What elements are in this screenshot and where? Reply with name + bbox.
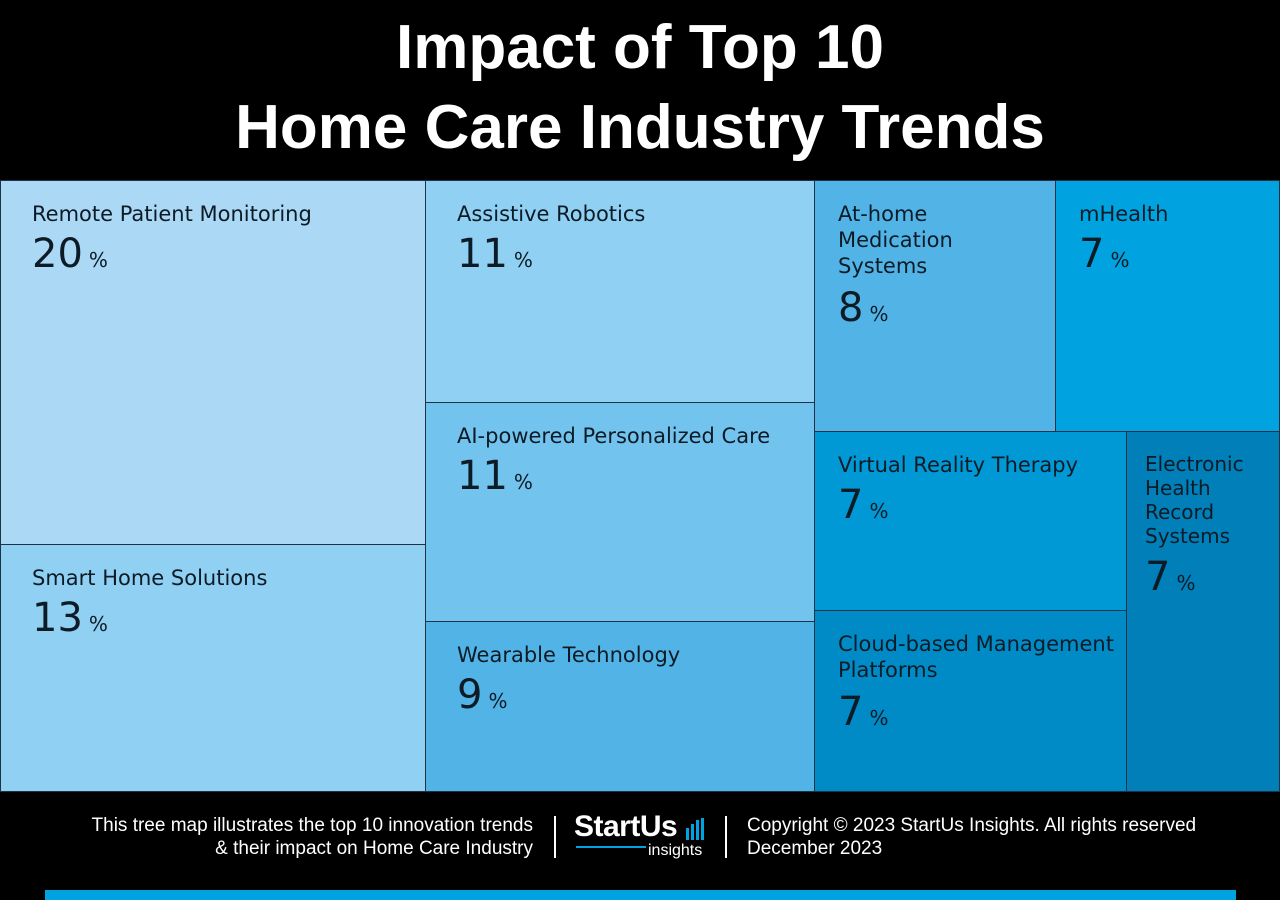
tile-value-unit: % [869, 499, 889, 523]
tile-label: Wearable Technology [457, 643, 681, 667]
treemap-tile-assistive-robotics: Assistive Robotics 11% [425, 180, 815, 403]
tile-value-number: 7 [1079, 231, 1105, 277]
tile-value-number: 7 [838, 482, 864, 528]
tile-value: 11% [457, 453, 533, 505]
logo-brand: StartUs [574, 810, 678, 843]
tile-value: 8% [838, 285, 888, 337]
copyright-text: Copyright © 2023 StartUs Insights. All r… [747, 815, 1197, 836]
tile-value-unit: % [1176, 571, 1196, 595]
tile-label: At-home Medication Systems [838, 202, 953, 278]
logo-sub: insights [648, 842, 703, 859]
tile-label: Electronic Health Record Systems [1145, 452, 1244, 548]
tile-value-number: 13 [32, 595, 83, 641]
tile-value: 20% [32, 231, 108, 283]
treemap-tile-ai-powered-personalized-care: AI-powered Personalized Care 11% [425, 402, 815, 623]
treemap-tile-remote-patient-monitoring: Remote Patient Monitoring 20% [0, 180, 426, 545]
footer: This tree map illustrates the top 10 inn… [0, 800, 1280, 900]
date-text: December 2023 [747, 838, 883, 859]
treemap-tile-mhealth: mHealth 7% [1055, 180, 1280, 432]
footer-description: This tree map illustrates the top 10 inn… [92, 814, 533, 860]
tile-value-unit: % [88, 612, 108, 636]
tile-value: 13% [32, 595, 108, 647]
tile-label: Virtual Reality Therapy [838, 453, 1079, 477]
startus-insights-logo: StartUs insights [574, 812, 714, 862]
tile-value: 7% [838, 482, 888, 534]
tile-value: 9% [457, 672, 507, 724]
tile-value-unit: % [513, 248, 533, 272]
title-line-1: Impact of Top 10 [395, 13, 884, 82]
tile-label: Assistive Robotics [457, 202, 646, 226]
tile-value-unit: % [869, 706, 889, 730]
tile-value-number: 20 [32, 231, 83, 277]
tile-value-number: 11 [457, 453, 508, 499]
tile-label: Cloud-based Management Platforms [838, 632, 1114, 682]
chart-title: Impact of Top 10 Home Care Industry Tren… [0, 8, 1280, 168]
tile-value: 11% [457, 231, 533, 283]
title-line-2: Home Care Industry Trends [235, 93, 1045, 162]
treemap: Remote Patient Monitoring 20% Smart Home S… [0, 180, 1280, 792]
treemap-tile-wearable-technology: Wearable Technology 9% [425, 621, 815, 792]
tile-value-unit: % [488, 689, 508, 713]
tile-value-number: 7 [1145, 554, 1171, 600]
treemap-tile-virtual-reality-therapy: Virtual Reality Therapy 7% [814, 431, 1127, 612]
treemap-tile-cloud-based-management-platforms: Cloud-based Management Platforms 7% [814, 610, 1127, 792]
logo-underline [576, 846, 646, 848]
tile-label: Smart Home Solutions [32, 566, 268, 590]
tile-value: 7% [1079, 231, 1129, 283]
tile-value-number: 9 [457, 672, 483, 718]
description-line-2: & their impact on Home Care Industry [215, 838, 533, 859]
tile-value-number: 8 [838, 285, 864, 331]
tile-value: 7% [838, 689, 888, 741]
tile-value-unit: % [513, 470, 533, 494]
tile-value-unit: % [88, 248, 108, 272]
tile-value-unit: % [1110, 248, 1130, 272]
tile-value-number: 11 [457, 231, 508, 277]
footer-divider-left [554, 816, 556, 858]
treemap-tile-at-home-medication-systems: At-home Medication Systems 8% [814, 180, 1056, 432]
tile-label: Remote Patient Monitoring [32, 202, 312, 226]
footer-divider-right [725, 816, 727, 858]
accent-bar [45, 890, 1236, 900]
tile-label: mHealth [1079, 202, 1169, 226]
description-line-1: This tree map illustrates the top 10 inn… [91, 815, 533, 836]
treemap-tile-smart-home-solutions: Smart Home Solutions 13% [0, 544, 426, 792]
tile-value-unit: % [869, 302, 889, 326]
bar-chart-icon [686, 818, 704, 840]
footer-copyright: Copyright © 2023 StartUs Insights. All r… [747, 814, 1196, 860]
treemap-tile-electronic-health-record-systems: Electronic Health Record Systems 7% [1126, 431, 1280, 792]
tile-value-number: 7 [838, 689, 864, 735]
tile-label: AI-powered Personalized Care [457, 424, 771, 448]
tile-value: 7% [1145, 554, 1195, 606]
